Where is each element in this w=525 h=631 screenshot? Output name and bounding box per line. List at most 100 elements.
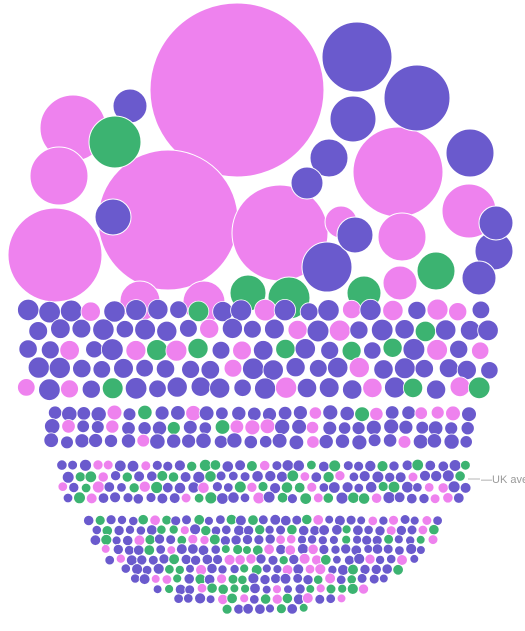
- small-bubble-purple: [383, 418, 400, 435]
- small-bubble-purple: [254, 377, 277, 400]
- small-bubble-green: [156, 524, 167, 535]
- small-bubble-purple: [345, 514, 357, 526]
- small-bubble-pink: [426, 339, 448, 361]
- small-bubble-purple: [103, 481, 116, 493]
- small-bubble-pink: [430, 405, 445, 420]
- small-bubble-purple: [401, 459, 414, 472]
- small-bubble-purple: [210, 544, 221, 555]
- small-bubble-purple: [169, 300, 188, 319]
- small-bubble-green: [73, 491, 86, 505]
- small-bubble-purple: [151, 459, 163, 471]
- small-bubble-purple: [111, 535, 122, 546]
- small-bubble-purple: [190, 554, 202, 566]
- small-bubble-purple: [365, 481, 378, 494]
- small-bubble-pink: [284, 544, 297, 556]
- small-bubble-purple: [67, 459, 78, 471]
- small-bubble-green: [242, 545, 252, 555]
- small-bubble-green: [200, 525, 212, 537]
- small-bubble-pink: [362, 377, 383, 398]
- uk-average-marker: —UK ave: [468, 474, 525, 486]
- small-bubble-purple: [363, 524, 374, 536]
- small-bubble-pink: [445, 405, 461, 422]
- small-bubble-purple: [353, 482, 365, 494]
- small-bubble-purple: [264, 318, 285, 340]
- small-bubble-pink: [92, 480, 105, 494]
- small-bubble-purple: [105, 514, 117, 526]
- small-bubble-purple: [264, 470, 277, 483]
- small-bubble-purple: [381, 563, 393, 575]
- small-bubble-purple: [230, 534, 242, 546]
- small-bubble-pink: [92, 459, 104, 471]
- small-bubble-purple: [122, 492, 134, 504]
- small-bubble-purple: [158, 553, 170, 565]
- small-bubble-purple: [432, 515, 443, 526]
- small-bubble-purple: [384, 471, 396, 483]
- small-bubble-purple: [363, 544, 374, 554]
- small-bubble-purple: [270, 573, 282, 584]
- small-bubble-purple: [288, 553, 300, 565]
- small-bubble-purple: [283, 584, 293, 595]
- small-bubble-purple: [435, 319, 457, 341]
- small-bubble-purple: [211, 481, 223, 493]
- small-bubble-purple: [402, 338, 426, 361]
- small-bubble-green: [128, 482, 140, 494]
- small-bubble-purple: [116, 482, 127, 493]
- large-bubble-pink: [377, 212, 427, 262]
- small-bubble-purple: [318, 434, 334, 450]
- small-bubble-purple: [361, 534, 373, 546]
- large-bubbles-layer: [7, 2, 514, 324]
- small-bubble-purple: [251, 470, 264, 483]
- small-bubble-purple: [147, 298, 169, 320]
- small-bubble-purple: [275, 524, 286, 536]
- small-bubble-purple: [453, 492, 465, 504]
- small-bubble-purple: [149, 433, 166, 450]
- small-bubble-purple: [384, 376, 406, 399]
- small-bubble-purple: [135, 525, 146, 536]
- small-bubble-pink: [217, 593, 229, 606]
- small-bubble-purple: [356, 573, 368, 584]
- small-bubble-pink: [298, 552, 311, 565]
- small-bubble-purple: [148, 379, 167, 399]
- small-bubble-purple: [279, 572, 292, 585]
- small-bubble-purple: [166, 376, 188, 398]
- small-bubble-green: [320, 554, 332, 566]
- small-bubble-purple: [221, 460, 234, 473]
- small-bubble-purple: [297, 534, 307, 545]
- small-bubble-pink: [187, 533, 199, 545]
- small-bubble-pink: [306, 435, 320, 449]
- small-bubble-pink: [105, 419, 120, 434]
- small-bubble-purple: [342, 379, 363, 400]
- small-bubble-purple: [183, 419, 198, 435]
- small-bubble-purple: [418, 493, 430, 505]
- large-bubble-purple: [329, 95, 377, 143]
- small-bubble-pink: [199, 318, 220, 339]
- small-bubble-purple: [183, 573, 195, 585]
- small-bubble-purple: [162, 460, 174, 472]
- small-bubble-purple: [318, 524, 330, 536]
- small-bubble-pink: [442, 492, 454, 504]
- small-bubble-pink: [427, 534, 439, 545]
- small-bubble-purple: [76, 419, 90, 434]
- small-bubble-green: [174, 564, 185, 575]
- small-bubble-purple: [103, 300, 126, 323]
- small-bubble-purple: [257, 514, 269, 526]
- small-bubble-pink: [196, 583, 208, 594]
- small-bubble-purple: [409, 554, 420, 564]
- small-bubble-purple: [125, 299, 147, 321]
- small-bubble-green: [94, 515, 106, 526]
- small-bubble-purple: [426, 433, 442, 449]
- small-bubble-pink: [448, 302, 468, 322]
- large-bubble-pink: [352, 126, 444, 218]
- small-bubble-purple: [317, 535, 328, 546]
- small-bubble-pink: [449, 376, 471, 398]
- small-bubble-pink: [336, 593, 347, 604]
- band-1: [17, 298, 499, 401]
- small-bubble-pink: [370, 492, 383, 504]
- small-bubble-green: [187, 337, 209, 359]
- small-bubble-purple: [318, 544, 330, 555]
- small-bubble-purple: [265, 603, 275, 614]
- large-bubble-pink: [7, 207, 103, 303]
- small-bubble-purple: [371, 318, 394, 342]
- small-bubble-purple: [213, 434, 228, 449]
- small-bubble-pink: [357, 583, 369, 595]
